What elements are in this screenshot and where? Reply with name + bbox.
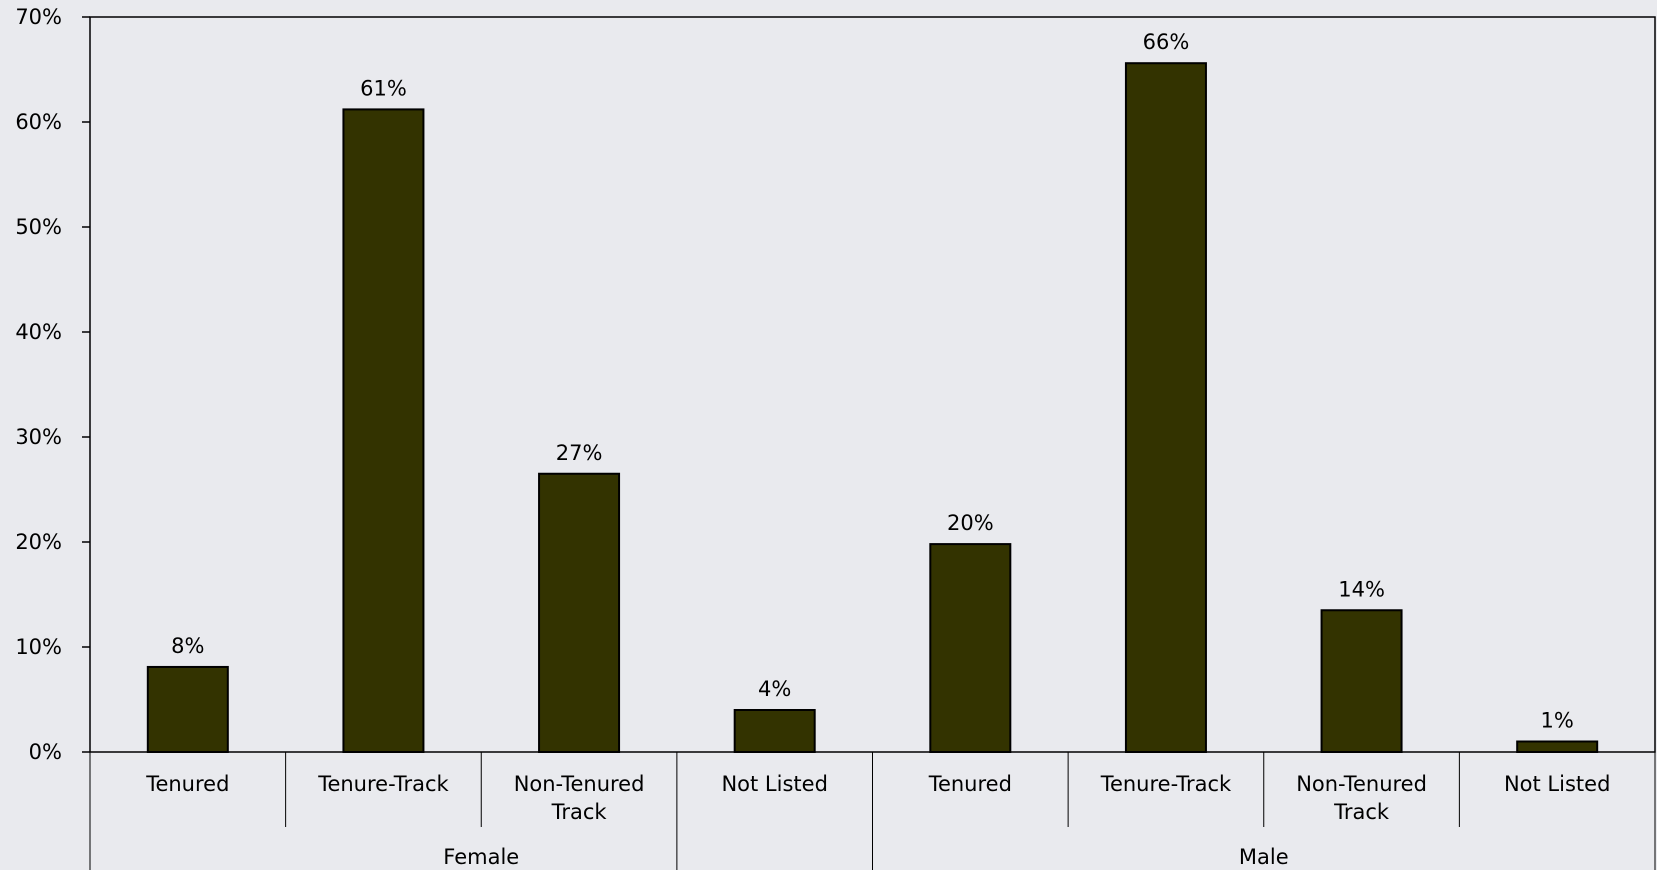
bar [146, 665, 229, 754]
data-label: 20% [947, 511, 994, 535]
data-label: 1% [1541, 709, 1574, 733]
data-label: 61% [360, 76, 407, 100]
y-tick-label: 60% [15, 110, 62, 134]
plot-area [89, 16, 1656, 753]
bar [538, 472, 621, 753]
y-tick-label: 10% [15, 635, 62, 659]
group-label: Female [443, 845, 519, 869]
data-label: 66% [1143, 30, 1190, 54]
category-label: Track [1333, 800, 1390, 824]
y-tick-label: 50% [15, 215, 62, 239]
bar [929, 543, 1012, 753]
data-label: 8% [171, 634, 204, 658]
data-label: 14% [1338, 577, 1385, 601]
category-label: Non-Tenured [1296, 772, 1427, 796]
category-label: Non-Tenured [514, 772, 645, 796]
category-label: Tenure-Track [317, 772, 449, 796]
category-label: Tenure-Track [1100, 772, 1232, 796]
y-tick-label: 20% [15, 530, 62, 554]
group-label: Male [1239, 845, 1289, 869]
bar [1516, 740, 1599, 753]
category-label: Tenured [145, 772, 229, 796]
y-tick-label: 70% [15, 5, 62, 29]
bars [146, 62, 1599, 754]
data-label: 4% [758, 677, 791, 701]
bar [1320, 609, 1403, 753]
data-labels: 8% 61% 27% 4% 20% 66% 14% 1% [171, 30, 1574, 732]
category-label: Track [551, 800, 608, 824]
category-label: Tenured [928, 772, 1012, 796]
y-axis: 0% 10% 20% 30% 40% 50% 60% 70% [15, 5, 90, 764]
x-axis: Tenured Tenure-Track Non-Tenured Track Not L… [89, 752, 1656, 870]
category-label: Not Listed [721, 772, 827, 796]
bar [342, 108, 425, 753]
category-label: Not Listed [1504, 772, 1610, 796]
y-tick-label: 40% [15, 320, 62, 344]
bar [1124, 62, 1207, 753]
bar [733, 709, 816, 753]
y-tick-label: 0% [29, 740, 62, 764]
data-label: 27% [556, 441, 603, 465]
y-tick-label: 30% [15, 425, 62, 449]
